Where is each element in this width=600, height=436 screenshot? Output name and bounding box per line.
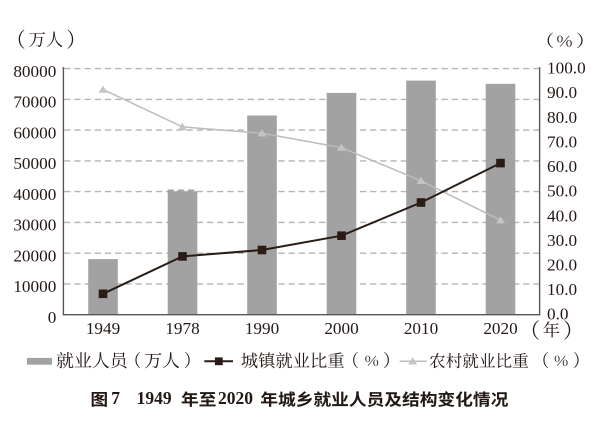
svg-text:70.0: 70.0 (547, 132, 577, 151)
svg-text:50000: 50000 (13, 154, 56, 173)
svg-text:80.0: 80.0 (547, 108, 577, 127)
svg-text:7: 7 (111, 388, 120, 408)
svg-text:30.0: 30.0 (547, 231, 577, 250)
svg-text:20000: 20000 (13, 246, 56, 265)
svg-text:2000: 2000 (324, 319, 358, 338)
svg-text:2020: 2020 (218, 388, 253, 408)
svg-text:60000: 60000 (13, 123, 56, 142)
svg-text:40.0: 40.0 (547, 206, 577, 225)
svg-text:0: 0 (48, 308, 57, 327)
svg-text:1990: 1990 (245, 319, 279, 338)
svg-text:40000: 40000 (13, 185, 56, 204)
svg-text:100.0: 100.0 (547, 59, 586, 78)
svg-text:70000: 70000 (13, 93, 56, 112)
svg-text:80000: 80000 (13, 62, 56, 81)
svg-text:50.0: 50.0 (547, 182, 577, 201)
svg-text:1949: 1949 (137, 388, 172, 408)
svg-text:1949: 1949 (86, 319, 120, 338)
svg-text:10000: 10000 (13, 277, 56, 296)
svg-text:90.0: 90.0 (547, 83, 577, 102)
svg-text:2020: 2020 (483, 319, 517, 338)
svg-text:10.0: 10.0 (547, 280, 577, 299)
svg-text:1978: 1978 (165, 319, 199, 338)
svg-text:20.0: 20.0 (547, 256, 577, 275)
svg-text:0.0: 0.0 (547, 305, 568, 324)
svg-text:2010: 2010 (404, 319, 438, 338)
svg-text:60.0: 60.0 (547, 157, 577, 176)
svg-text:30000: 30000 (13, 216, 56, 235)
